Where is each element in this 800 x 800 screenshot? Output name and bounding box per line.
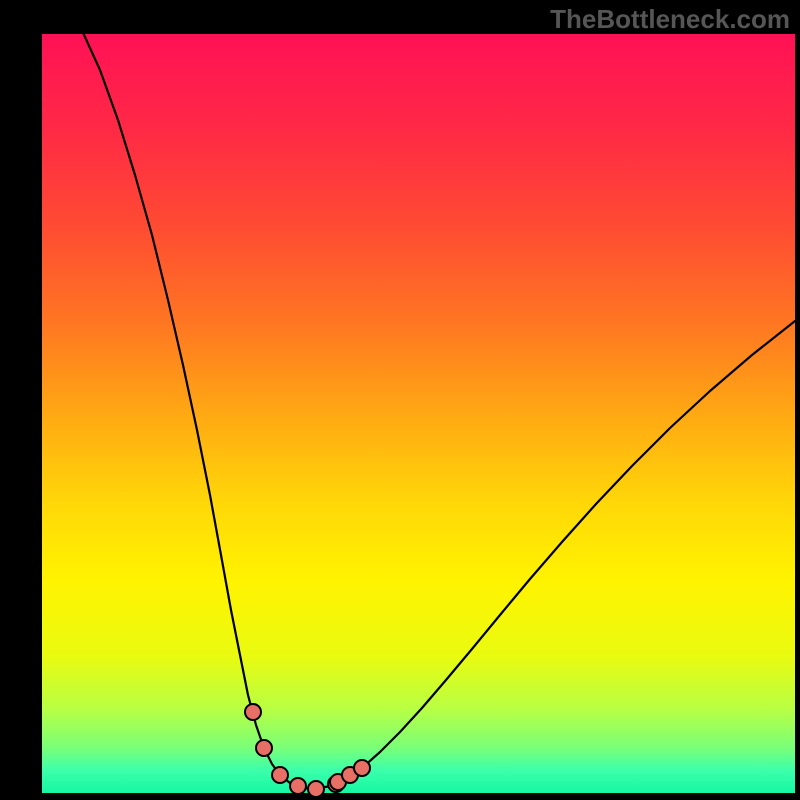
- chart-container: TheBottleneck.com: [0, 0, 800, 800]
- watermark-text: TheBottleneck.com: [550, 4, 790, 35]
- plot-gradient-background: [42, 34, 795, 793]
